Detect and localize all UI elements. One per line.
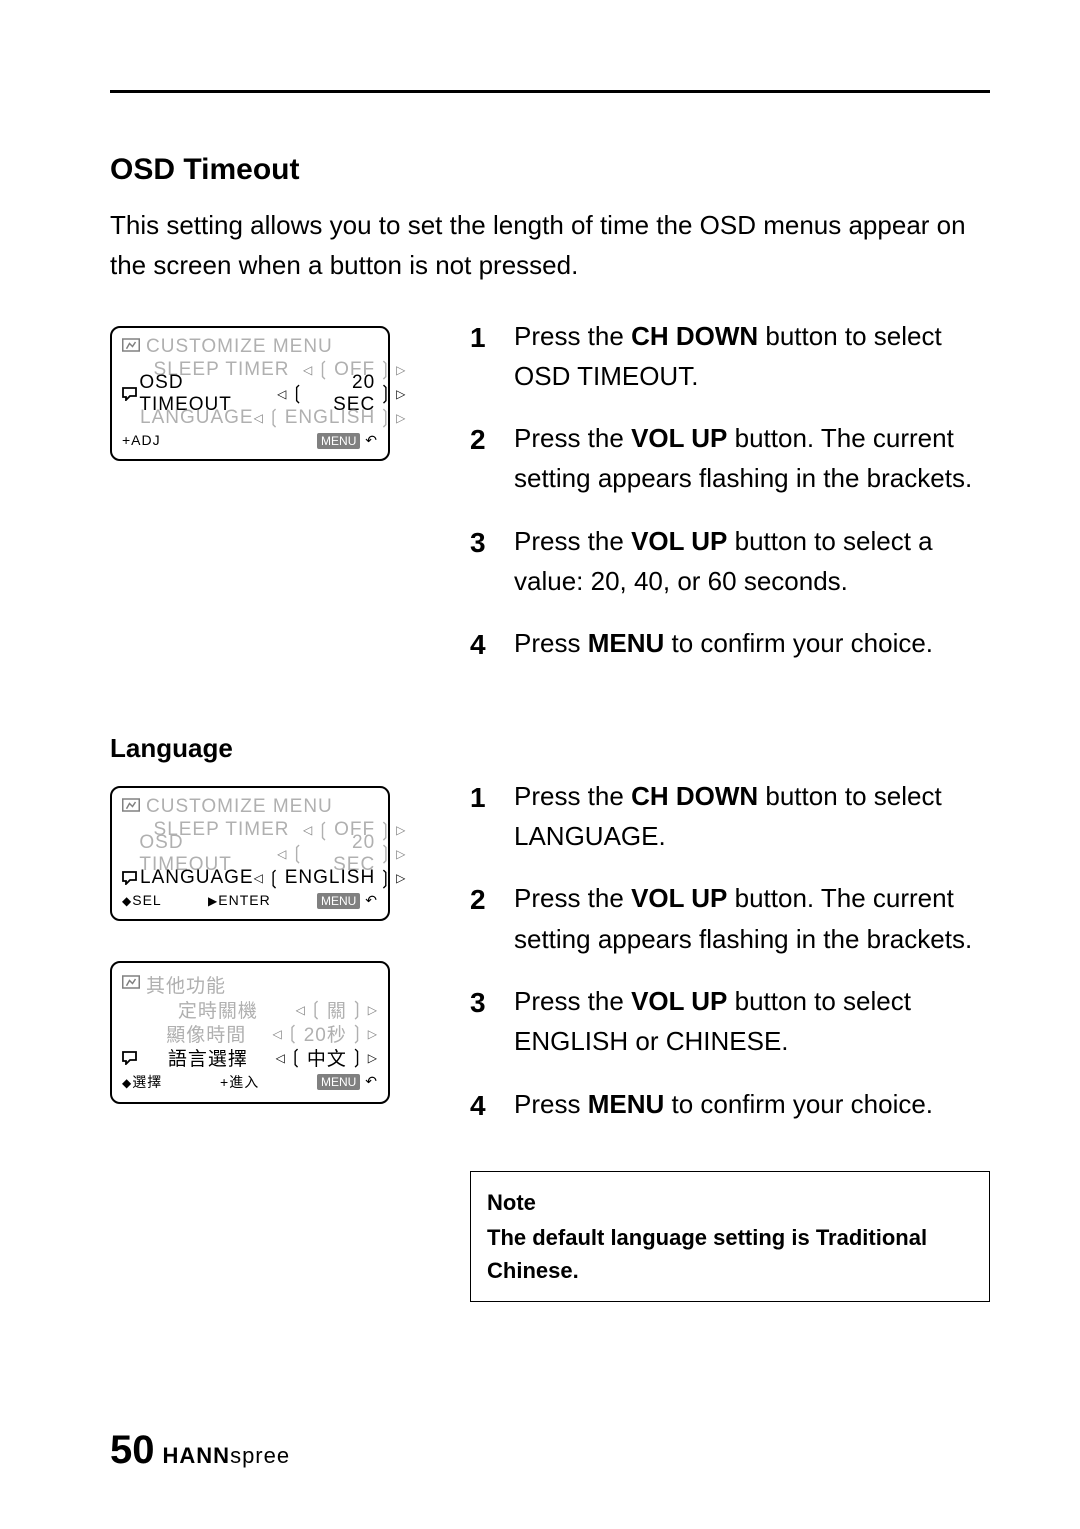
section-heading: OSD Timeout [110, 153, 990, 187]
osd-row-value: ◁❲ENGLISH❳▷ [254, 406, 407, 429]
menu-icon [122, 336, 140, 358]
step-number: 3 [470, 981, 504, 1062]
menu-badge: MENU [317, 893, 360, 909]
diamond-icon: ◆ [122, 894, 132, 908]
note-title: Note [487, 1186, 973, 1219]
osd-row-value: ◁❲ 中文 ❳▷ [276, 1044, 378, 1071]
step-number: 4 [470, 1084, 504, 1127]
osd-row-label: 顯像時間 [166, 1020, 246, 1047]
step-text: Press the VOL UP button. The current set… [514, 878, 990, 959]
step-number: 1 [470, 316, 504, 397]
step-text: Press MENU to confirm your choice. [514, 1084, 990, 1127]
osd-row-label: 定時關機 [178, 996, 258, 1023]
step-number: 3 [470, 521, 504, 602]
osd-title: CUSTOMIZE MENU [146, 336, 333, 358]
step-number: 2 [470, 878, 504, 959]
back-arrow-icon: ↶ [365, 1073, 378, 1089]
osd-row-label: LANGUAGE [140, 867, 254, 889]
note-box: Note The default language setting is Tra… [470, 1171, 990, 1302]
step-text: Press the VOL UP button. The current set… [514, 418, 990, 499]
intro-paragraph: This setting allows you to set the lengt… [110, 205, 990, 286]
osd-row-value: ◁❲ENGLISH❳▷ [254, 867, 407, 890]
brand-name: HANNspree [163, 1443, 291, 1469]
menu-icon [122, 796, 140, 818]
osd-title: 其他功能 [146, 971, 226, 998]
osd-row-value: ◁❲ 關 ❳▷ [296, 996, 378, 1023]
step-number: 2 [470, 418, 504, 499]
back-arrow-icon: ↶ [365, 432, 378, 448]
step-text: Press the VOL UP button to select ENGLIS… [514, 981, 990, 1062]
pointer-icon [122, 1051, 140, 1065]
osd-foot-left: +ADJ [122, 432, 161, 448]
triangle-right-icon: ▶ [208, 894, 218, 908]
osd-screenshot-timeout: CUSTOMIZE MENU SLEEP TIMER ◁❲OFF❳▷ OSD T… [110, 326, 390, 461]
osd-row-value: ◁❲ 20秒 ❳▷ [273, 1020, 378, 1047]
steps-language: 1Press the CH DOWN button to select LANG… [470, 776, 990, 1127]
steps-osd-timeout: 1Press the CH DOWN button to select OSD … [470, 316, 990, 667]
subsection-heading: Language [110, 733, 990, 764]
osd-screenshot-language-zh: 其他功能 定時關機 ◁❲ 關 ❳▷ 顯像時間 ◁❲ 20秒 ❳▷ [110, 961, 390, 1104]
diamond-icon: ◆ [122, 1076, 132, 1090]
osd-foot-mid: ENTER [218, 892, 270, 908]
menu-badge: MENU [317, 433, 360, 449]
menu-icon [122, 973, 140, 995]
osd-title: CUSTOMIZE MENU [146, 796, 333, 818]
step-text: Press the CH DOWN button to select OSD T… [514, 316, 990, 397]
pointer-icon [122, 871, 140, 885]
step-text: Press MENU to confirm your choice. [514, 623, 990, 666]
osd-foot-mid: +進入 [220, 1072, 259, 1092]
osd-screenshot-language-en: CUSTOMIZE MENU SLEEP TIMER ◁❲OFF❳▷ OSD T… [110, 786, 390, 921]
page-number: 50 [110, 1428, 155, 1473]
osd-row-label: LANGUAGE [140, 407, 254, 429]
note-text: The default language setting is Traditio… [487, 1225, 927, 1283]
osd-foot-left: 選擇 [132, 1074, 162, 1090]
page-footer: 50 HANNspree [110, 1428, 290, 1473]
step-number: 4 [470, 623, 504, 666]
osd-foot-left: SEL [132, 892, 161, 908]
horizontal-rule [110, 90, 990, 93]
pointer-icon [122, 387, 139, 401]
osd-row-label: 語言選擇 [168, 1044, 248, 1071]
step-text: Press the CH DOWN button to select LANGU… [514, 776, 990, 857]
back-arrow-icon: ↶ [365, 892, 378, 908]
menu-badge: MENU [317, 1074, 360, 1090]
step-text: Press the VOL UP button to select a valu… [514, 521, 990, 602]
step-number: 1 [470, 776, 504, 857]
